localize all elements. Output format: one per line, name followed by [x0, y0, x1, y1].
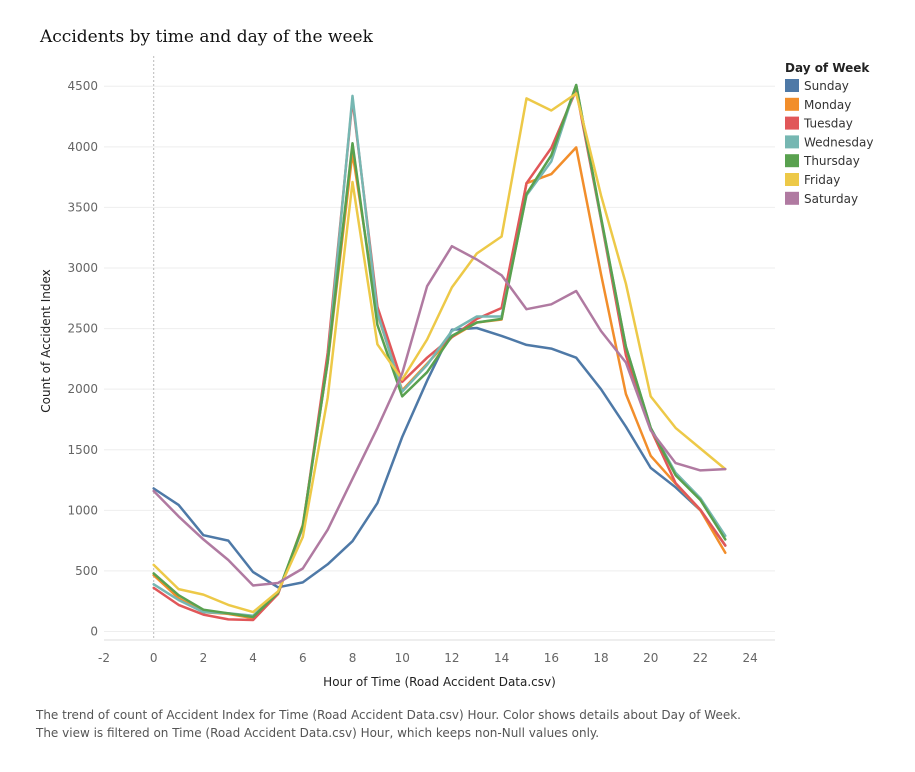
legend-label: Wednesday — [804, 135, 873, 149]
legend-item-sunday[interactable]: Sunday — [785, 79, 849, 93]
legend-item-friday[interactable]: Friday — [785, 173, 840, 187]
series-line-monday[interactable] — [152, 146, 727, 620]
x-tick-label: 8 — [349, 651, 357, 665]
y-tick-label: 1500 — [67, 443, 98, 457]
legend-title: Day of Week — [785, 61, 870, 75]
x-tick-label: 12 — [444, 651, 459, 665]
y-tick-label: 1000 — [67, 503, 98, 517]
x-tick-label: -2 — [98, 651, 110, 665]
x-tick-label: 20 — [643, 651, 658, 665]
x-tick-label: 18 — [593, 651, 608, 665]
x-tick-label: 10 — [395, 651, 410, 665]
y-tick-label: 2000 — [67, 382, 98, 396]
x-tick-label: 2 — [200, 651, 208, 665]
y-tick-label: 3500 — [67, 200, 98, 214]
legend-label: Thursday — [803, 154, 860, 168]
series-line-thursday[interactable] — [152, 83, 727, 619]
x-tick-label: 22 — [693, 651, 708, 665]
y-tick-label: 0 — [90, 625, 98, 639]
legend-label: Saturday — [804, 192, 858, 206]
legend-swatch — [785, 154, 799, 168]
legend-swatch — [785, 79, 799, 92]
legend-label: Sunday — [804, 79, 849, 93]
series-line-sunday[interactable] — [152, 326, 727, 589]
series-line-saturday[interactable] — [152, 244, 727, 587]
legend-item-saturday[interactable]: Saturday — [785, 191, 858, 206]
legend-item-wednesday[interactable]: Wednesday — [785, 135, 873, 149]
legend-item-monday[interactable]: Monday — [785, 97, 851, 112]
x-tick-label: 16 — [544, 651, 559, 665]
series-lines — [152, 83, 727, 622]
x-tick-label: 14 — [494, 651, 509, 665]
x-tick-label: 24 — [743, 651, 758, 665]
y-tick-label: 2500 — [67, 322, 98, 336]
legend-label: Monday — [804, 98, 851, 112]
legend[interactable]: Day of Week Sunday Monday Tuesday Wednesday T… — [785, 61, 873, 206]
caption-line-2: The view is filtered on Time (Road Accid… — [36, 726, 600, 740]
legend-swatch — [785, 97, 799, 111]
legend-item-tuesday[interactable]: Tuesday — [785, 116, 853, 131]
y-tick-label: 4000 — [67, 140, 98, 154]
y-tick-label: 4500 — [67, 79, 98, 93]
y-tick-label: 500 — [75, 564, 98, 578]
legend-swatch — [785, 116, 799, 130]
legend-swatch — [785, 173, 799, 186]
legend-swatch — [785, 135, 799, 149]
legend-label: Tuesday — [803, 117, 853, 131]
series-line-friday[interactable] — [152, 92, 727, 614]
gridlines — [104, 85, 775, 633]
x-tick-label: 0 — [150, 651, 158, 665]
legend-item-thursday[interactable]: Thursday — [785, 154, 860, 168]
x-tick-label: 6 — [299, 651, 307, 665]
y-axis-title: Count of Accident Index — [39, 269, 53, 413]
chart-caption: The trend of count of Accident Index for… — [36, 706, 741, 742]
y-tick-label: 3000 — [67, 261, 98, 275]
x-axis-title: Hour of Time (Road Accident Data.csv) — [323, 675, 556, 689]
chart-title: Accidents by time and day of the week — [40, 27, 373, 47]
caption-line-1: The trend of count of Accident Index for… — [36, 708, 741, 722]
legend-swatch — [785, 191, 799, 205]
legend-label: Friday — [804, 173, 840, 187]
x-tick-label: 4 — [249, 651, 257, 665]
